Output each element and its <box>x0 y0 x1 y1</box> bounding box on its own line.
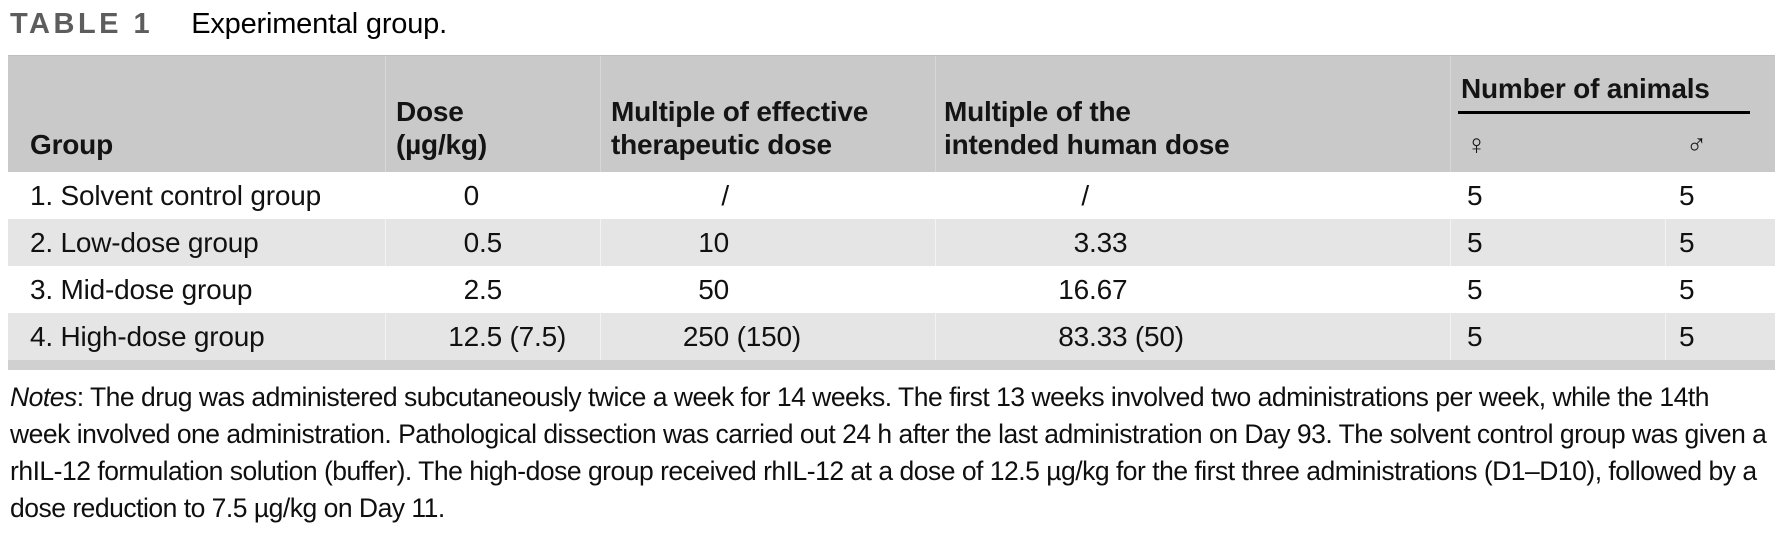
cell-female-count: 5 <box>1450 266 1665 313</box>
cell-dose: 0 <box>385 172 600 219</box>
cell-group: 4. High-dose group <box>30 320 265 352</box>
cell-female-count: 5 <box>1450 219 1665 266</box>
cell-male-count: 5 <box>1665 313 1775 360</box>
table-row: 1. Solvent control group 0 / / 5 5 <box>8 172 1775 219</box>
header-group: Group <box>8 56 385 172</box>
cell-male-count: 5 <box>1665 266 1775 313</box>
table-row: 4. High-dose group 12.5 (7.5) 250 (150) … <box>8 313 1775 360</box>
header-multiple-effective: Multiple of effective therapeutic dose <box>600 56 935 172</box>
notes-text: : The drug was administered subcutaneous… <box>10 382 1767 523</box>
table-row: 3. Mid-dose group 2.5 50 16.67 5 5 <box>8 266 1775 313</box>
cell-multiple-human: 83.33 (50) <box>935 313 1450 360</box>
table-number-label: TABLE 1 <box>10 8 154 40</box>
table-body: 1. Solvent control group 0 / / 5 5 2. Lo… <box>8 172 1775 360</box>
table-notes: Notes: The drug was administered subcuta… <box>10 379 1770 527</box>
header-multiple-effective-line1: Multiple of effective <box>611 96 869 127</box>
header-number-of-animals-label: Number of animals <box>1461 73 1710 104</box>
table-row: 2. Low-dose group 0.5 10 3.33 5 5 <box>8 219 1775 266</box>
table-caption: TABLE 1 Experimental group. <box>10 8 447 41</box>
header-multiple-human: Multiple of the intended human dose <box>935 56 1450 172</box>
cell-dose: 0.5 <box>385 219 600 266</box>
header-sex-row: ♀ ♂ <box>1458 128 1750 161</box>
male-icon: ♂ <box>1686 129 1707 160</box>
header-dose-line1: Dose <box>396 96 464 127</box>
cell-male-count: 5 <box>1665 219 1775 266</box>
number-of-animals-rule <box>1458 111 1750 114</box>
cell-multiple-human: / <box>935 172 1450 219</box>
female-icon: ♀ <box>1466 129 1487 160</box>
cell-multiple-effective: 50 <box>600 266 935 313</box>
cell-group: 1. Solvent control group <box>30 179 321 211</box>
header-dose: Dose (µg/kg) <box>385 56 600 172</box>
header-group-label: Group <box>30 129 113 160</box>
header-multiple-human-line2: intended human dose <box>944 129 1230 160</box>
cell-multiple-effective: / <box>600 172 935 219</box>
header-dose-line2: (µg/kg) <box>396 129 487 160</box>
cell-female-count: 5 <box>1450 172 1665 219</box>
cell-dose: 12.5 (7.5) <box>385 313 600 360</box>
cell-multiple-effective: 10 <box>600 219 935 266</box>
notes-label: Notes <box>10 382 77 412</box>
cell-multiple-effective: 250 (150) <box>600 313 935 360</box>
table-title: Experimental group. <box>191 8 447 40</box>
cell-multiple-human: 16.67 <box>935 266 1450 313</box>
cell-female-count: 5 <box>1450 313 1665 360</box>
table-header-row: Group Dose (µg/kg) Multiple of effective… <box>8 55 1775 172</box>
cell-group: 2. Low-dose group <box>30 226 259 258</box>
header-multiple-human-line1: Multiple of the <box>944 96 1131 127</box>
header-multiple-effective-line2: therapeutic dose <box>611 129 832 160</box>
cell-male-count: 5 <box>1665 172 1775 219</box>
table-bottom-rule <box>8 360 1775 370</box>
cell-multiple-human: 3.33 <box>935 219 1450 266</box>
cell-group: 3. Mid-dose group <box>30 273 253 305</box>
experimental-group-table: Group Dose (µg/kg) Multiple of effective… <box>8 55 1775 370</box>
header-number-of-animals-group: Number of animals ♀ ♂ <box>1450 56 1775 172</box>
cell-dose: 2.5 <box>385 266 600 313</box>
